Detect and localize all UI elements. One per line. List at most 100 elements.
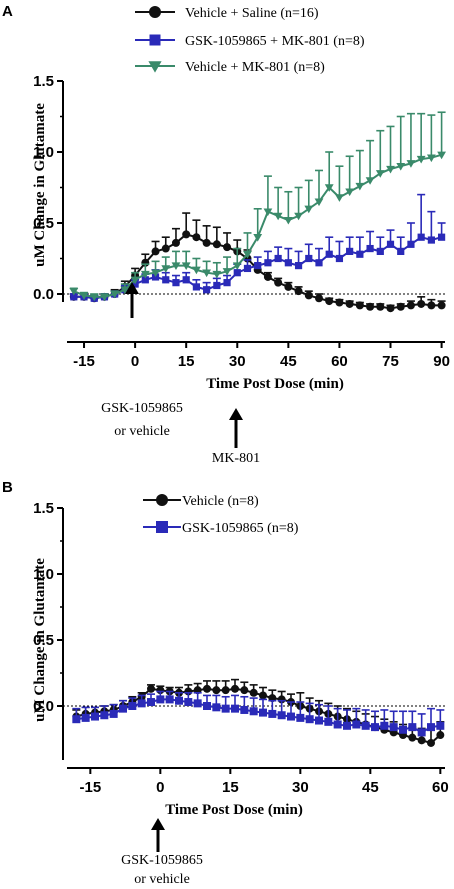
panel-b-data-point xyxy=(249,707,258,716)
panel-b-series-1 xyxy=(72,690,445,737)
panel-b-data-point xyxy=(305,715,314,724)
panel-b-annotation-label: or vehicle xyxy=(134,872,190,887)
panel-a-data-point xyxy=(386,240,395,248)
panel-b-data-point xyxy=(287,712,295,721)
panel-b-data-point xyxy=(147,698,155,707)
panel-b-data-point xyxy=(343,721,351,730)
panel-a-data-point xyxy=(283,216,293,225)
panel-a-data-point xyxy=(212,240,221,249)
panel-a-legend-label: Vehicle + MK-801 (n=8) xyxy=(185,60,325,75)
panel-b-data-point xyxy=(212,703,221,712)
panel-b-data-point xyxy=(399,725,407,734)
panel-b-data-point xyxy=(249,688,258,697)
panel-a-data-point xyxy=(284,259,292,267)
panel-a-data-point xyxy=(89,293,99,302)
panel-a-data-point xyxy=(345,188,355,197)
panel-a-data-point xyxy=(274,278,283,287)
panel-a-data-point xyxy=(335,194,344,202)
panel-b-legend-label: GSK-1059865 (n=8) xyxy=(182,521,299,536)
panel-a: A uM Change in Glutamate Time Post Dose … xyxy=(2,3,450,466)
panel-b-data-point xyxy=(408,723,417,732)
panel-a-data-point xyxy=(192,266,201,275)
panel-b-data-point xyxy=(240,705,249,714)
panel-a-data-point xyxy=(324,184,334,192)
panel-b-y-tick-label: 1.5 xyxy=(33,500,54,517)
panel-b-data-point xyxy=(240,686,249,695)
panel-b-data-point xyxy=(147,684,155,693)
panel-b-data-point xyxy=(436,731,445,740)
panel-a-data-point xyxy=(305,254,313,263)
panel-b-data-point xyxy=(324,717,333,726)
panel-a-data-point xyxy=(254,262,262,270)
panel-a-data-point xyxy=(284,282,293,291)
panel-b-y-axis-label: uM Change in Glutamate xyxy=(32,558,48,722)
panel-a-data-point xyxy=(151,247,160,256)
panel-a-data-point xyxy=(397,247,405,255)
panel-b-data-point xyxy=(333,720,342,729)
panel-b-data-point xyxy=(203,684,211,693)
panel-a-data-point xyxy=(294,212,303,221)
panel-a-data-point xyxy=(386,165,395,174)
panel-a-y-tick-label: 1.5 xyxy=(33,73,54,90)
panel-b-data-point xyxy=(427,723,435,732)
panel-b-x-tick-label: 15 xyxy=(222,779,239,796)
panel-a-data-point xyxy=(366,302,375,311)
panel-b-data-point xyxy=(315,716,323,725)
panel-a-data-point xyxy=(437,233,446,241)
panel-a-legend: Vehicle + Saline (n=16) GSK-1059865 + MK-… xyxy=(135,6,365,75)
panel-a-x-axis-label: Time Post Dose (min) xyxy=(206,376,344,392)
panel-a-data-point xyxy=(151,269,160,278)
panel-b-data-point xyxy=(184,698,193,707)
panel-b-data-point xyxy=(91,712,99,721)
panel-b-data-point xyxy=(165,695,174,704)
panel-a-data-point xyxy=(345,299,354,308)
panel-a-series-2 xyxy=(69,111,446,302)
panel-a-data-point xyxy=(346,247,354,255)
panel-a-y-tick-label: 1.0 xyxy=(33,144,54,161)
panel-a-data-point xyxy=(406,160,416,168)
panel-a-data-point xyxy=(263,272,272,281)
panel-a-data-point xyxy=(437,301,446,310)
panel-b-data-point xyxy=(427,738,435,747)
panel-a-data-point xyxy=(100,293,109,302)
panel-a-x-tick-label: 60 xyxy=(331,353,348,370)
panel-a-data-point xyxy=(274,254,282,263)
panel-b-data-point xyxy=(156,695,165,704)
panel-b-data-point xyxy=(221,686,230,695)
panel-b: B uM Change in Glutamate Time Post Dose … xyxy=(2,479,449,887)
panel-b-data-point xyxy=(212,686,221,695)
panel-a-legend-label: Vehicle + Saline (n=16) xyxy=(185,6,319,21)
panel-b-data-point xyxy=(137,699,146,708)
panel-b-data-point xyxy=(417,728,426,737)
panel-b-x-tick-label: 30 xyxy=(292,779,309,796)
panel-a-data-point xyxy=(161,265,171,273)
panel-b-data-point xyxy=(268,709,277,718)
panel-a-data-point xyxy=(304,205,314,214)
panel-a-annotation-label: GSK-1059865 xyxy=(101,401,183,416)
panel-a-y-tick-label: 0.5 xyxy=(33,215,54,232)
panel-b-data-point xyxy=(231,704,239,713)
panel-a-data-point xyxy=(79,292,89,300)
panel-a-data-point xyxy=(70,293,78,301)
panel-a-annotation-arrow-head xyxy=(125,282,139,294)
panel-b-data-point xyxy=(417,736,426,745)
panel-b-data-point xyxy=(81,713,90,722)
panel-b-data-point xyxy=(371,723,379,732)
panel-a-y-axis-label: uM Change in Glutamate xyxy=(32,103,48,267)
panel-b-legend-marker xyxy=(156,494,168,506)
panel-a-data-point xyxy=(416,155,426,164)
panel-b-letter: B xyxy=(2,479,13,496)
panel-a-data-point xyxy=(264,259,272,267)
panel-b-data-point xyxy=(259,691,267,700)
panel-a-data-point xyxy=(335,254,344,263)
panel-a-legend-marker xyxy=(149,34,161,46)
panel-a-data-point xyxy=(304,291,313,300)
panel-a-data-point xyxy=(202,238,211,247)
panel-a-data-point xyxy=(356,250,364,258)
panel-a-data-point xyxy=(376,302,385,311)
panel-a-data-point xyxy=(182,276,190,284)
panel-a-data-point xyxy=(335,298,344,307)
panel-b-x-tick-label: -15 xyxy=(79,779,101,796)
panel-a-x-tick-label: 0 xyxy=(131,353,139,370)
panel-b-data-point xyxy=(259,708,267,717)
